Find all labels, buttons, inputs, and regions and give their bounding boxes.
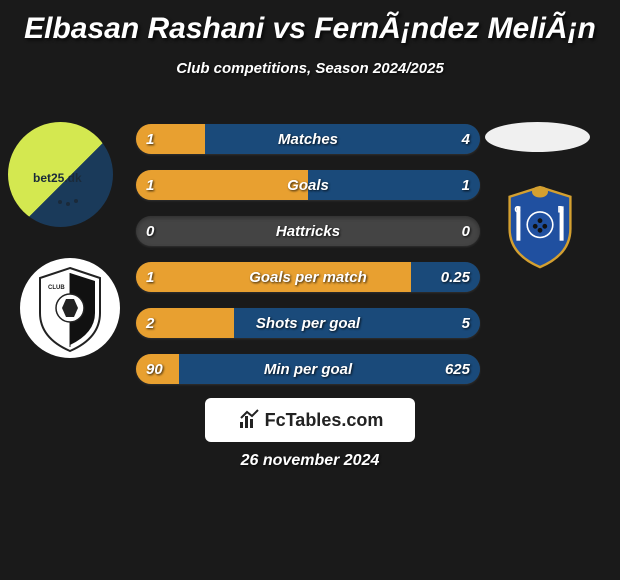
stat-value-right: 625 [445, 361, 470, 378]
player-photo-left: bet25.dk [8, 122, 113, 227]
stat-label: Goals [136, 177, 480, 194]
stat-row: 1Goals per match0.25 [136, 262, 480, 292]
stat-value-right: 4 [462, 131, 470, 148]
brand-text: FcTables.com [265, 410, 384, 431]
date-text: 26 november 2024 [0, 452, 620, 470]
stat-value-right: 1 [462, 177, 470, 194]
svg-text:C: C [514, 205, 521, 215]
stat-label: Min per goal [136, 361, 480, 378]
stat-value-right: 0.25 [441, 269, 470, 286]
subtitle: Club competitions, Season 2024/2025 [0, 60, 620, 77]
stat-label: Shots per goal [136, 315, 480, 332]
stat-value-right: 0 [462, 223, 470, 240]
stat-label: Hattricks [136, 223, 480, 240]
player-photo-right [485, 122, 590, 152]
stat-row: 1Goals1 [136, 170, 480, 200]
stat-row: 1Matches4 [136, 124, 480, 154]
club-logo-left: CLUB [20, 258, 120, 358]
svg-text:bet25.dk: bet25.dk [33, 171, 82, 185]
stats-container: 1Matches41Goals10Hattricks01Goals per ma… [136, 124, 480, 400]
stat-label: Goals per match [136, 269, 480, 286]
page-title: Elbasan Rashani vs FernÃ¡ndez MeliÃ¡n [0, 0, 620, 46]
svg-text:CLUB: CLUB [48, 285, 65, 291]
stat-value-right: 5 [462, 315, 470, 332]
stat-label: Matches [136, 131, 480, 148]
club-logo-right: C D [500, 178, 600, 290]
brand-box: FcTables.com [205, 398, 415, 442]
stat-row: 2Shots per goal5 [136, 308, 480, 338]
stat-row: 0Hattricks0 [136, 216, 480, 246]
svg-text:D: D [558, 205, 564, 215]
stat-row: 90Min per goal625 [136, 354, 480, 384]
